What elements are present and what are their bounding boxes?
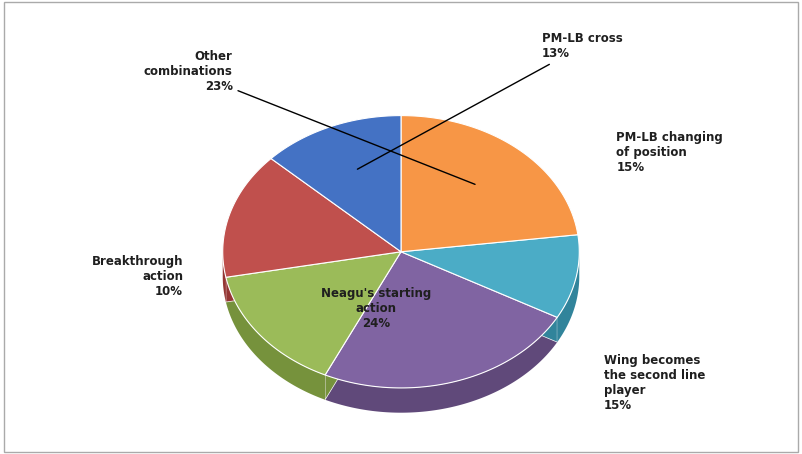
Polygon shape: [223, 158, 401, 277]
Polygon shape: [325, 252, 401, 400]
Polygon shape: [325, 252, 557, 388]
Polygon shape: [401, 116, 578, 252]
Polygon shape: [226, 277, 325, 400]
Text: Neagu's starting
action
24%: Neagu's starting action 24%: [321, 287, 431, 330]
Polygon shape: [223, 252, 226, 302]
Polygon shape: [325, 317, 557, 413]
Polygon shape: [226, 252, 401, 302]
Text: Other
combinations
23%: Other combinations 23%: [144, 49, 475, 184]
Text: PM-LB changing
of position
15%: PM-LB changing of position 15%: [617, 131, 723, 174]
Polygon shape: [401, 235, 579, 317]
Polygon shape: [271, 116, 401, 252]
Polygon shape: [325, 252, 401, 400]
Polygon shape: [401, 252, 557, 342]
Polygon shape: [226, 252, 401, 302]
Text: Wing becomes
the second line
player
15%: Wing becomes the second line player 15%: [604, 354, 706, 412]
Text: Breakthrough
action
10%: Breakthrough action 10%: [91, 255, 183, 298]
Polygon shape: [401, 252, 557, 342]
Polygon shape: [226, 252, 401, 375]
Polygon shape: [557, 252, 579, 342]
Text: PM-LB cross
13%: PM-LB cross 13%: [358, 32, 623, 169]
